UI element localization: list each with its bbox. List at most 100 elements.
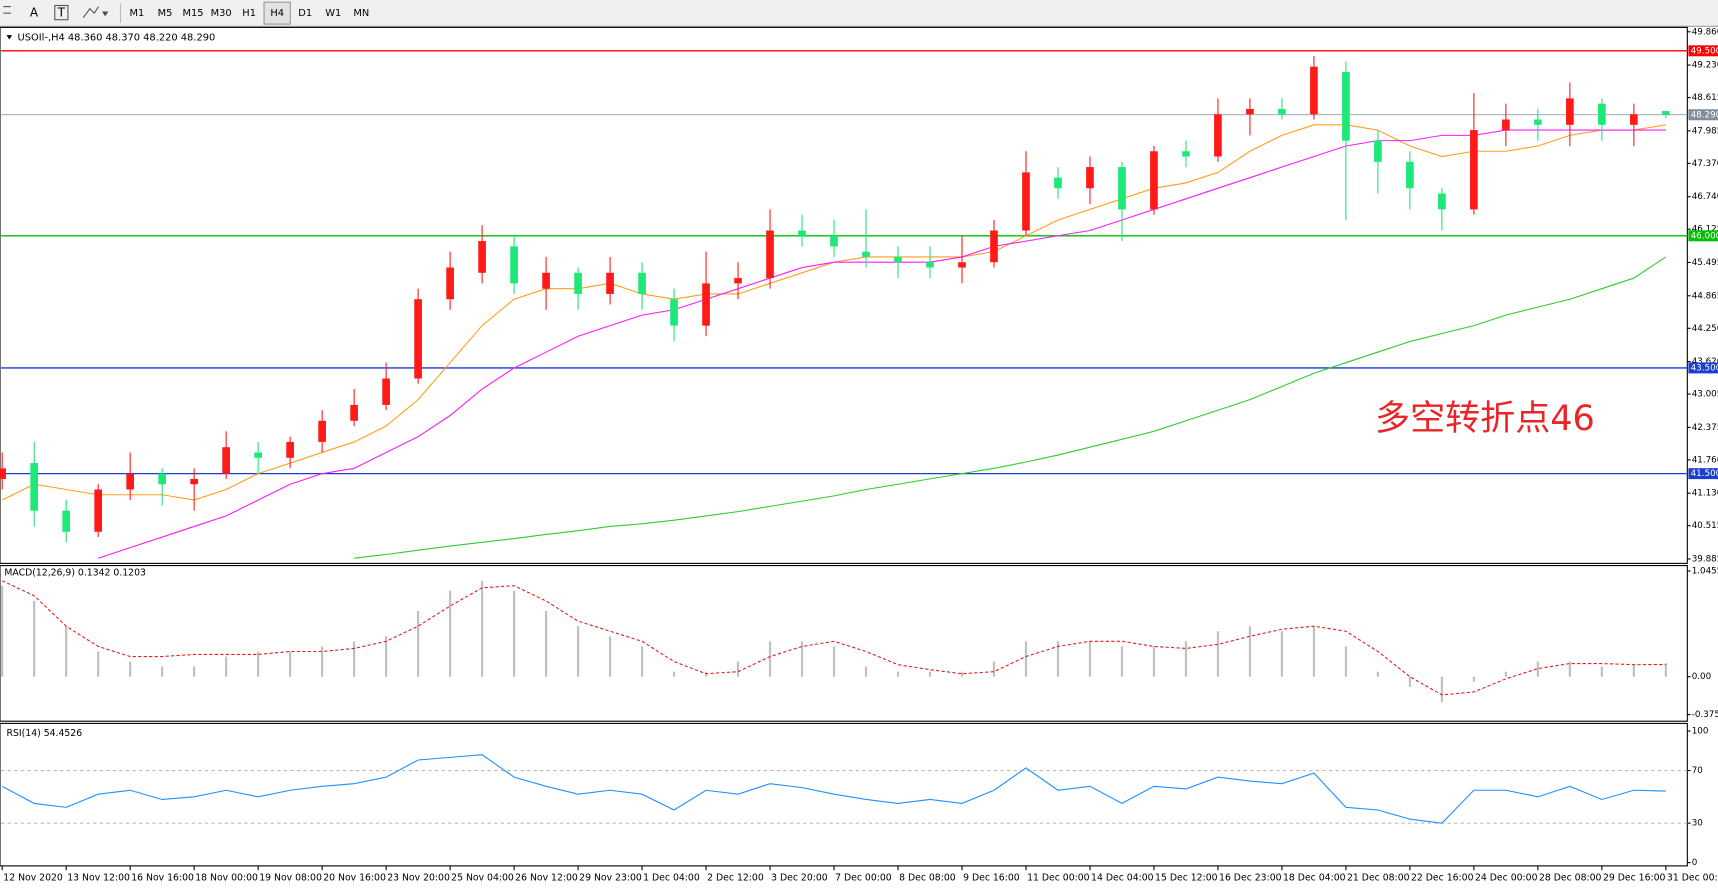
candle-body [0, 468, 7, 479]
x-tick-label: 1 Dec 04:00 [643, 872, 700, 883]
timeframe-button[interactable]: M15 [183, 8, 204, 19]
toolbar-icons [3, 3, 122, 24]
candle-body [254, 452, 262, 458]
x-tick-label: 11 Dec 00:00 [1027, 872, 1090, 883]
candle-body [414, 299, 422, 379]
candle-body [30, 463, 39, 511]
icon-dropdown[interactable] [101, 11, 109, 17]
x-tick-label: 18 Dec 04:00 [1283, 872, 1346, 883]
macd-panel [0, 565, 1688, 722]
tool-button[interactable]: T [57, 6, 66, 20]
candle-body [798, 230, 806, 236]
x-tick-label: 16 Dec 23:00 [1219, 872, 1282, 883]
x-tick-label: 3 Dec 20:00 [771, 872, 828, 883]
timeframe-button[interactable]: W1 [325, 8, 341, 19]
y-tick-label: 39.885 [1692, 554, 1718, 564]
candle-body [638, 272, 646, 294]
candle-body [190, 478, 198, 485]
active-timeframe[interactable] [263, 1, 291, 25]
candle-body [1630, 114, 1638, 125]
x-tick-label: 12 Nov 2020 [3, 872, 63, 883]
candle-body [318, 420, 326, 442]
y-tick-label: 49.230 [1692, 61, 1718, 71]
candle-body [478, 241, 486, 273]
x-tick-label: 19 Nov 08:00 [259, 872, 322, 883]
candle-body [1118, 167, 1126, 210]
level-tag [1688, 230, 1718, 242]
y-tick-label: 40.515 [1692, 521, 1718, 531]
candle-body [958, 262, 966, 268]
y-tick-label: 100 [1692, 727, 1709, 737]
y-tick-label: 0.00 [1692, 672, 1711, 682]
y-tick-label: 41.760 [1692, 455, 1718, 465]
candle-body [350, 404, 358, 421]
y-tick-label: 48.615 [1692, 93, 1718, 103]
candle-body [926, 262, 934, 268]
candle-body [574, 272, 582, 294]
level-tag [1688, 468, 1718, 480]
y-tick-label: 46.740 [1692, 192, 1718, 202]
timeframe-button[interactable]: H1 [242, 8, 256, 19]
candle-body [1086, 167, 1094, 189]
candle-body [734, 278, 742, 284]
moving-average [354, 256, 1667, 559]
candle-body [862, 251, 870, 257]
candle-body [1438, 193, 1446, 210]
candle-body [1374, 140, 1382, 162]
candle-body [1598, 103, 1606, 125]
candle-body [542, 272, 550, 289]
timeframe-button[interactable]: D1 [298, 8, 312, 19]
icon-box[interactable] [54, 4, 69, 21]
x-tick-label: 20 Nov 16:00 [323, 872, 386, 883]
y-tick-label: 44.865 [1692, 291, 1718, 301]
timeframe-button[interactable]: M30 [211, 8, 232, 19]
x-tick-label: 16 Nov 16:00 [131, 872, 194, 883]
macd-signal [1, 580, 1666, 696]
candle-body [1406, 161, 1414, 189]
candle-body [990, 230, 998, 263]
y-tick-label: 46.125 [1692, 225, 1718, 235]
candle-body [1246, 108, 1254, 115]
x-tick-label: 9 Dec 16:00 [963, 872, 1020, 883]
toolbar [0, 0, 1718, 27]
icon-shapes[interactable] [82, 6, 100, 18]
candle-body [1278, 108, 1286, 115]
timeframe-button[interactable]: H4 [270, 8, 284, 19]
candle-body [1502, 119, 1510, 131]
main-panel [0, 26, 1688, 564]
level-label: 48.290 [1691, 110, 1718, 120]
x-tick-label: 25 Nov 04:00 [451, 872, 514, 883]
candle-body [446, 267, 454, 300]
x-tick-label: 31 Dec 00:00 [1667, 872, 1718, 883]
candle-body [606, 272, 614, 294]
timeframe-button[interactable]: M1 [130, 8, 145, 19]
candle-body [1054, 177, 1062, 189]
level-label: 41.500 [1691, 469, 1718, 479]
timeframe-button[interactable]: MN [353, 8, 369, 19]
candle-body [894, 256, 902, 263]
candle-body [1182, 151, 1190, 157]
rsi-panel [0, 722, 1688, 867]
x-tick-label: 28 Dec 08:00 [1539, 872, 1602, 883]
x-tick-label: 29 Nov 23:00 [579, 872, 642, 883]
candle-body [1470, 130, 1478, 210]
x-tick-label: 23 Nov 20:00 [387, 872, 450, 883]
x-tick-label: 18 Nov 00:00 [195, 872, 258, 883]
tool-button[interactable]: A [30, 6, 39, 20]
y-tick-label: 47.985 [1692, 126, 1718, 136]
y-tick-label: 41.130 [1692, 489, 1718, 499]
candle-body [1150, 151, 1158, 210]
timeframe-button[interactable]: M5 [158, 8, 173, 19]
candle-body [510, 246, 518, 284]
level-tag [1688, 45, 1718, 57]
candle-body [702, 283, 710, 326]
x-tick-label: 22 Dec 16:00 [1411, 872, 1474, 883]
annotation: 多空转折点46 [1375, 398, 1595, 439]
moving-average [97, 129, 1666, 559]
x-tick-label: 15 Dec 12:00 [1155, 872, 1218, 883]
y-tick-label: 43.005 [1692, 390, 1718, 400]
rsi-label: RSI(14) 54.4526 [7, 728, 83, 739]
y-tick-label: 42.375 [1692, 423, 1718, 433]
